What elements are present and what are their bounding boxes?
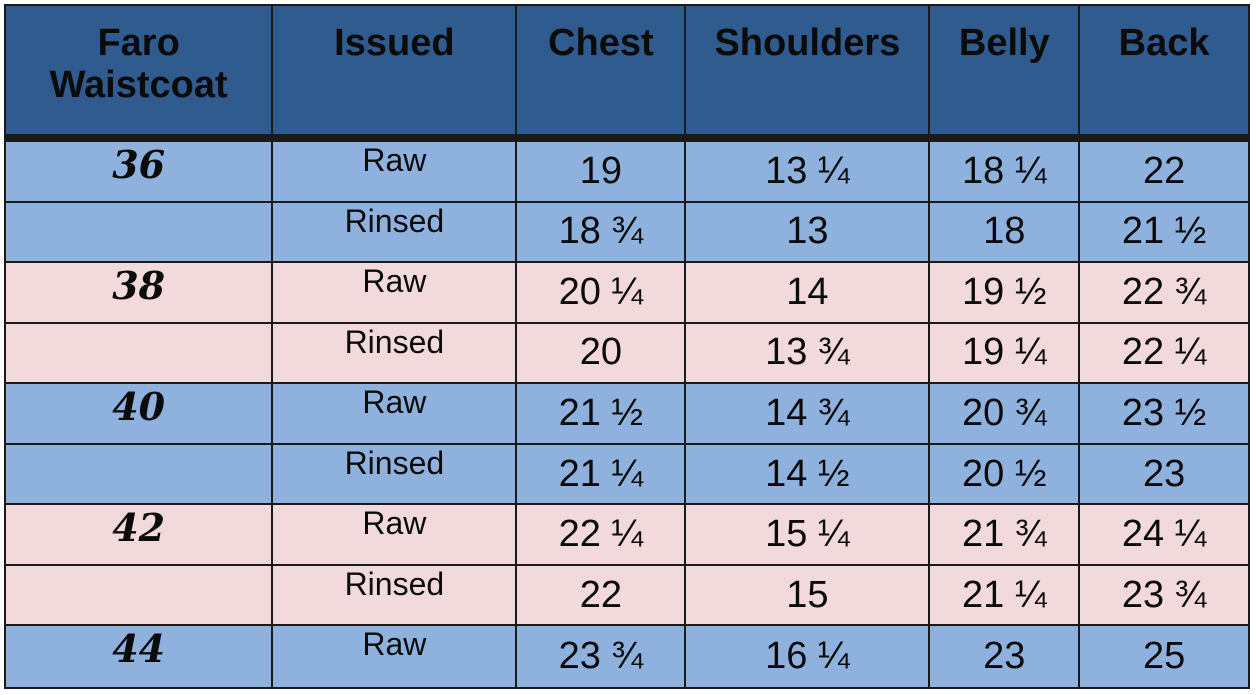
header-issued: Issued (273, 6, 518, 142)
table-row: 42 Raw 22 ¼ 15 ¼ 21 ¾ 24 ¼ (6, 505, 1248, 566)
size-cell (6, 323, 274, 385)
table-row: 40 Raw 21 ½ 14 ¾ 20 ¾ 23 ½ (6, 384, 1248, 445)
issued-cell: Rinsed (273, 565, 518, 627)
size-cell (6, 565, 274, 627)
table-row: 36 Raw 19 13 ¼ 18 ¼ 22 (6, 142, 1248, 203)
header-product: Faro Waistcoat (6, 6, 274, 142)
table-row: Rinsed 22 15 21 ¼ 23 ¾ (6, 565, 1248, 627)
header-row: Faro Waistcoat Issued Chest Shoulders Be… (6, 6, 1248, 142)
shoulders-cell: 14 ¾ (686, 384, 931, 445)
issued-cell: Raw (273, 142, 518, 203)
back-cell: 21 ½ (1080, 202, 1248, 264)
belly-cell: 21 ¾ (930, 505, 1081, 566)
issued-cell: Raw (273, 263, 518, 324)
size-cell: 44 (6, 626, 274, 687)
header-chest: Chest (517, 6, 687, 142)
size-cell: 40 (6, 384, 274, 445)
belly-cell: 18 ¼ (930, 142, 1081, 203)
table-row: 44 Raw 23 ¾ 16 ¼ 23 25 (6, 626, 1248, 687)
issued-cell: Rinsed (273, 202, 518, 264)
chest-cell: 21 ¼ (517, 444, 687, 506)
size-cell (6, 444, 274, 506)
belly-cell: 21 ¼ (930, 565, 1081, 627)
size-cell: 36 (6, 142, 274, 203)
chest-cell: 22 ¼ (517, 505, 687, 566)
shoulders-cell: 14 (686, 263, 931, 324)
shoulders-cell: 14 ½ (686, 444, 931, 506)
chest-cell: 21 ½ (517, 384, 687, 445)
table-row: Rinsed 21 ¼ 14 ½ 20 ½ 23 (6, 444, 1248, 506)
belly-cell: 20 ½ (930, 444, 1081, 506)
header-belly: Belly (930, 6, 1081, 142)
back-cell: 25 (1080, 626, 1248, 687)
shoulders-cell: 15 (686, 565, 931, 627)
back-cell: 24 ¼ (1080, 505, 1248, 566)
chest-cell: 23 ¾ (517, 626, 687, 687)
back-cell: 23 (1080, 444, 1248, 506)
issued-cell: Raw (273, 505, 518, 566)
measurements-body: 36 Raw 19 13 ¼ 18 ¼ 22 Rinsed 18 ¾ 13 18 21 ½ 38 Raw… (6, 142, 1248, 687)
table-row: Rinsed 18 ¾ 13 18 21 ½ (6, 202, 1248, 264)
size-cell: 38 (6, 263, 274, 324)
size-cell (6, 202, 274, 264)
chest-cell: 19 (517, 142, 687, 203)
shoulders-cell: 13 (686, 202, 931, 264)
issued-cell: Rinsed (273, 323, 518, 385)
shoulders-cell: 13 ¾ (686, 323, 931, 385)
belly-cell: 23 (930, 626, 1081, 687)
shoulders-cell: 13 ¼ (686, 142, 931, 203)
chest-cell: 18 ¾ (517, 202, 687, 264)
header-product-line2: Waistcoat (49, 64, 228, 106)
chest-cell: 20 ¼ (517, 263, 687, 324)
issued-cell: Rinsed (273, 444, 518, 506)
issued-cell: Raw (273, 626, 518, 687)
chest-cell: 22 (517, 565, 687, 627)
size-cell: 42 (6, 505, 274, 566)
header-shoulders: Shoulders (686, 6, 931, 142)
back-cell: 23 ¾ (1080, 565, 1248, 627)
back-cell: 23 ½ (1080, 384, 1248, 445)
header-product-line1: Faro (97, 22, 180, 64)
belly-cell: 20 ¾ (930, 384, 1081, 445)
back-cell: 22 ¾ (1080, 263, 1248, 324)
back-cell: 22 ¼ (1080, 323, 1248, 385)
issued-cell: Raw (273, 384, 518, 445)
size-chart-table: Faro Waistcoat Issued Chest Shoulders Be… (4, 4, 1250, 689)
belly-cell: 19 ½ (930, 263, 1081, 324)
shoulders-cell: 16 ¼ (686, 626, 931, 687)
header-back: Back (1080, 6, 1248, 142)
belly-cell: 19 ¼ (930, 323, 1081, 385)
chest-cell: 20 (517, 323, 687, 385)
belly-cell: 18 (930, 202, 1081, 264)
shoulders-cell: 15 ¼ (686, 505, 931, 566)
back-cell: 22 (1080, 142, 1248, 203)
table-row: Rinsed 20 13 ¾ 19 ¼ 22 ¼ (6, 323, 1248, 385)
table-row: 38 Raw 20 ¼ 14 19 ½ 22 ¾ (6, 263, 1248, 324)
